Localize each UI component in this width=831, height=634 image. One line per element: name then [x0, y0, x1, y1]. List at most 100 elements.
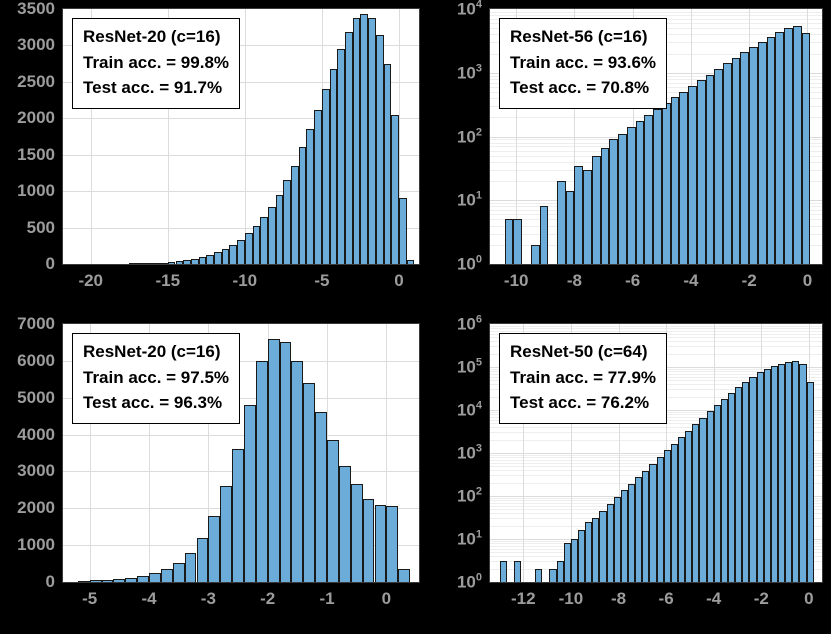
histogram-bar [535, 569, 543, 582]
y-tick-label: 500 [26, 217, 55, 237]
histogram-bar [513, 219, 523, 264]
histogram-bar [563, 543, 571, 582]
legend-test-acc: Test acc. = 96.3% [83, 393, 223, 412]
histogram-bar [731, 58, 741, 264]
histogram-bar [113, 578, 126, 582]
x-tick-label: -10 [558, 589, 584, 608]
histogram-bar [727, 392, 736, 582]
gridline-vertical [208, 324, 210, 582]
histogram-bar [350, 484, 363, 582]
y-tick-label: 102 [456, 485, 482, 506]
histogram-bar [556, 181, 566, 264]
gridline-vertical [574, 9, 576, 264]
y-tick-label: 100 [456, 571, 482, 592]
histogram-bar [661, 103, 671, 264]
legend-test-acc: Test acc. = 76.2% [510, 393, 650, 412]
histogram-bar [184, 552, 197, 582]
x-tick-label: 0 [802, 271, 813, 290]
histogram-bar [600, 148, 610, 264]
gridline-horizontal [63, 81, 419, 83]
histogram-bar [620, 490, 629, 582]
y-tick-label: 101 [456, 528, 482, 549]
histogram-bar [766, 37, 776, 264]
legend-model-label: ResNet-50 (c=64) [510, 342, 648, 361]
histogram-bar [663, 450, 671, 582]
gridline-vertical [516, 9, 518, 264]
histogram-bar [229, 245, 238, 264]
histogram-bar [283, 180, 292, 264]
gridline-vertical [386, 324, 388, 582]
histogram-bar [679, 91, 689, 264]
legend-model-label: ResNet-20 (c=16) [83, 27, 221, 46]
histogram-bar [599, 510, 607, 582]
histogram-bar [306, 129, 315, 264]
histogram-bar [578, 530, 586, 582]
legend-box: ResNet-20 (c=16) Train acc. = 99.8% Test… [72, 18, 241, 109]
x-tick-label: -10 [232, 271, 258, 290]
histogram-bar [792, 361, 800, 582]
gridline-vertical [523, 324, 525, 582]
histogram-bar [137, 576, 150, 582]
gridline-vertical [570, 324, 572, 582]
histogram-bar [232, 449, 244, 582]
histogram-bar [706, 411, 714, 582]
gridline-horizontal [63, 118, 419, 120]
legend-test-acc: Test acc. = 70.8% [510, 78, 650, 97]
y-tick-label: 3500 [17, 0, 55, 18]
gridline-minor [490, 462, 822, 464]
x-tick-label: -4 [706, 589, 722, 608]
legend-train-acc: Train acc. = 77.9% [510, 367, 657, 387]
histogram-bar [321, 89, 330, 264]
histogram-bar [136, 263, 145, 264]
histogram-bar [338, 465, 351, 582]
x-tick-label: -8 [566, 271, 583, 290]
gridline-horizontal [63, 191, 419, 193]
gridline-vertical [398, 9, 400, 264]
histogram-bar [314, 109, 322, 264]
histogram-bar [806, 381, 814, 582]
histogram-bar [722, 63, 732, 264]
histogram-bar [345, 32, 353, 264]
histogram-bar [635, 121, 645, 264]
y-tick-label: 106 [456, 313, 482, 334]
x-tick-label: -3 [200, 589, 216, 608]
legend-train-acc: Train acc. = 97.5% [83, 367, 230, 387]
histogram-bar [626, 127, 636, 264]
gridline-horizontal [63, 434, 419, 436]
histogram-bar [315, 412, 328, 582]
histogram-bar [714, 68, 723, 264]
histogram-bar [144, 263, 153, 264]
histogram-bar [777, 363, 786, 582]
histogram-bar [398, 569, 411, 582]
histogram-bar [785, 362, 793, 582]
histogram-bar [398, 198, 407, 264]
y-tick-label: 0 [45, 572, 55, 591]
x-tick-label: 0 [381, 589, 392, 608]
histogram-bar [279, 342, 292, 582]
gridline-minor [490, 325, 822, 327]
x-tick-label: -20 [78, 271, 104, 290]
x-tick-label: -8 [610, 589, 627, 608]
y-tick-label: 104 [456, 0, 482, 19]
y-tick-label: 2000 [17, 498, 55, 518]
legend-model-label: ResNet-20 (c=16) [83, 342, 221, 361]
histogram-bar [391, 114, 399, 264]
legend-model-label: ResNet-56 (c=16) [510, 27, 648, 46]
y-tick-label: 1000 [17, 535, 55, 555]
gridline-minor [490, 454, 822, 456]
histogram-bar [149, 572, 161, 582]
x-tick-label: 0 [804, 589, 814, 608]
histogram-bar [196, 537, 209, 582]
x-tick-label: -5 [82, 589, 98, 608]
histogram-bar [606, 504, 614, 582]
histogram-bar [570, 539, 579, 582]
y-tick-label: 3000 [17, 461, 55, 481]
histogram-bar [656, 457, 664, 582]
histogram-bar [89, 580, 102, 582]
gridline-minor [490, 427, 822, 429]
histogram-bar [756, 372, 764, 582]
histogram-bar [613, 496, 621, 582]
y-tick-label: 7000 [17, 314, 55, 333]
x-tick-label: -2 [260, 589, 276, 608]
